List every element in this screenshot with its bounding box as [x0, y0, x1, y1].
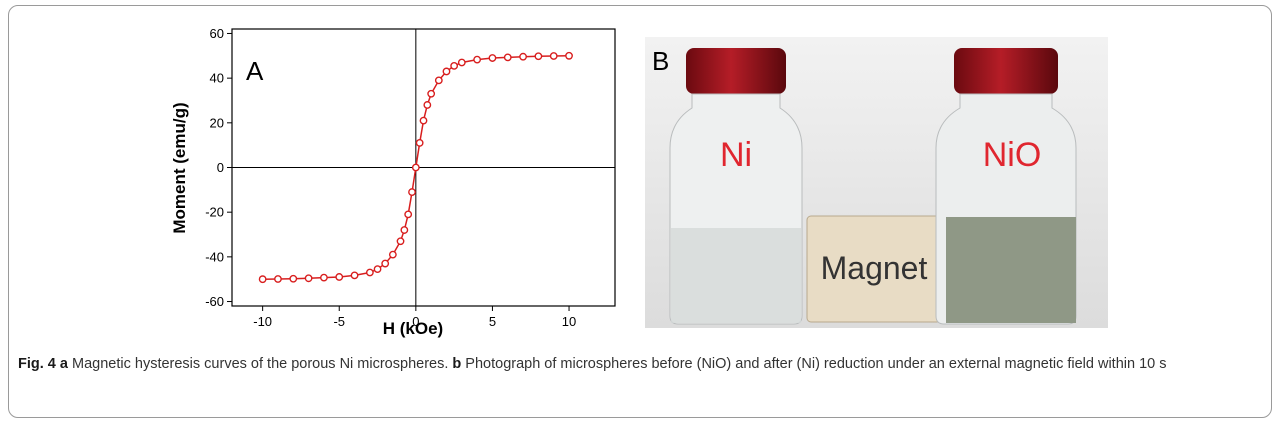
data-point: [459, 59, 465, 65]
x-tick-label: -5: [333, 314, 345, 329]
panel-label: B: [652, 46, 669, 76]
y-tick-label: 40: [210, 71, 224, 86]
caption-label: Fig. 4: [18, 356, 56, 372]
data-point: [474, 56, 480, 62]
data-point: [336, 274, 342, 280]
x-tick-label: -10: [253, 314, 272, 329]
data-point: [505, 54, 511, 60]
bottle-cap: [686, 48, 786, 94]
data-point: [390, 251, 396, 257]
caption-key: b: [452, 356, 461, 372]
data-point: [416, 140, 422, 146]
data-point: [566, 53, 572, 59]
data-point: [397, 238, 403, 244]
data-point: [551, 53, 557, 59]
caption-text: Magnetic hysteresis curves of the porous…: [72, 356, 448, 372]
data-point: [409, 189, 415, 195]
data-point: [290, 276, 296, 282]
data-point: [405, 211, 411, 217]
data-point: [451, 63, 457, 69]
photo: B Ni Magnet NiO: [645, 37, 1108, 328]
data-point: [535, 53, 541, 59]
x-tick-label: 0: [412, 314, 419, 329]
magnet-label: Magnet: [821, 250, 928, 286]
liquid: [671, 228, 801, 323]
data-point: [275, 276, 281, 282]
panel-label: A: [246, 56, 264, 86]
bottle-label: NiO: [983, 136, 1042, 174]
data-point: [259, 276, 265, 282]
data-point: [436, 77, 442, 83]
data-point: [351, 272, 357, 278]
bottle-cap: [954, 48, 1058, 94]
caption-text: Photograph of microspheres before (NiO) …: [465, 356, 1166, 372]
y-tick-label: 60: [210, 26, 224, 41]
data-point: [428, 91, 434, 97]
x-tick-label: 5: [489, 314, 496, 329]
y-axis-label: Moment (emu/g): [170, 102, 189, 233]
data-point: [424, 102, 430, 108]
y-tick-label: -40: [205, 249, 224, 264]
data-point: [382, 260, 388, 266]
x-tick-label: 10: [562, 314, 576, 329]
caption: Fig. 4 a Magnetic hysteresis curves of t…: [18, 352, 1258, 376]
page: A H (kOe) Moment (emu/g) B Ni Magnet NiO…: [0, 0, 1282, 430]
y-tick-label: -20: [205, 205, 224, 220]
data-point: [443, 68, 449, 74]
caption-key: a: [60, 356, 68, 372]
y-tick-label: 20: [210, 115, 224, 130]
data-point: [321, 274, 327, 280]
liquid: [946, 217, 1076, 323]
data-point: [420, 117, 426, 123]
y-tick-label: 0: [217, 160, 224, 175]
data-point: [367, 269, 373, 275]
data-point: [374, 266, 380, 272]
data-point: [489, 55, 495, 61]
y-tick-label: -60: [205, 294, 224, 309]
data-point: [520, 54, 526, 60]
chart: A H (kOe) Moment (emu/g) B Ni Magnet NiO…: [0, 0, 1282, 345]
data-point: [305, 275, 311, 281]
bottle-label: Ni: [720, 136, 752, 174]
data-point: [413, 164, 419, 170]
data-point: [401, 227, 407, 233]
